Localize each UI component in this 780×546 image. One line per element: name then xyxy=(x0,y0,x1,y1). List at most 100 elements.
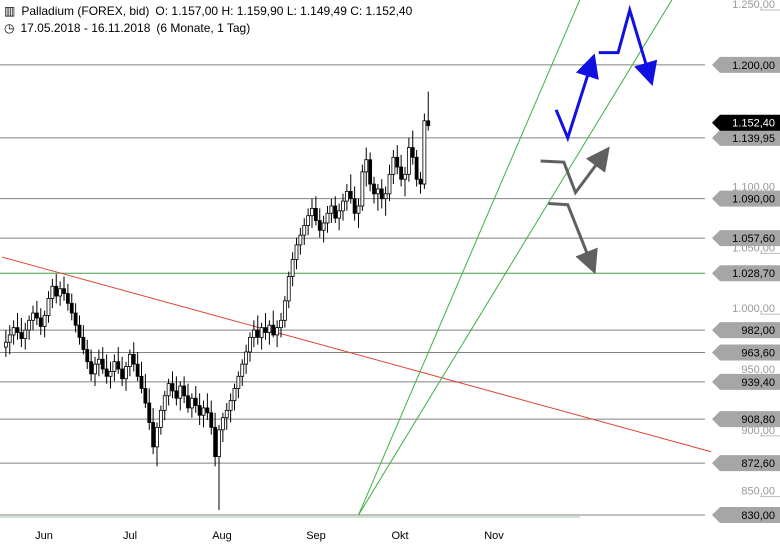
candle-body xyxy=(337,210,342,219)
candle xyxy=(186,383,190,413)
candle xyxy=(294,237,299,270)
candle-body xyxy=(236,375,241,389)
candle xyxy=(58,281,63,306)
candle xyxy=(302,218,307,245)
candle xyxy=(127,349,132,377)
candle xyxy=(414,150,419,187)
candle-body xyxy=(27,319,32,331)
candle xyxy=(321,215,326,243)
candle-body xyxy=(42,315,47,327)
candle-body xyxy=(77,324,82,338)
candle-body xyxy=(124,366,128,380)
candle-body xyxy=(104,368,109,377)
candle-body xyxy=(360,171,365,207)
candle xyxy=(275,320,280,348)
candle-body xyxy=(375,188,380,195)
level-tag: 939,40 xyxy=(712,373,780,390)
candle-body xyxy=(174,390,179,399)
candle xyxy=(282,296,287,328)
candle xyxy=(337,203,342,231)
level-tag-box xyxy=(712,265,780,282)
level-tag-box xyxy=(712,230,780,247)
level-tag-label: 908,80 xyxy=(741,414,775,426)
level-tag-label: 982,00 xyxy=(741,325,775,337)
candle xyxy=(205,393,210,421)
candle-body xyxy=(108,371,113,377)
candle-body xyxy=(19,332,24,339)
candle xyxy=(410,130,415,165)
candle xyxy=(3,330,8,357)
x-tick-label: Sep xyxy=(306,530,326,542)
candle xyxy=(147,388,152,430)
candle-body xyxy=(158,409,163,428)
candle xyxy=(104,354,109,384)
candle xyxy=(310,198,314,228)
candle xyxy=(77,315,82,345)
y-tick-label: 1.250,00 xyxy=(732,0,775,11)
candle-body xyxy=(220,417,225,431)
candle xyxy=(65,283,70,311)
candle xyxy=(155,422,159,467)
candle xyxy=(379,179,384,209)
candle-body xyxy=(112,361,117,372)
candle xyxy=(224,403,229,430)
scenario-arrow xyxy=(540,146,610,196)
candle xyxy=(244,344,249,374)
candle-body xyxy=(15,327,20,333)
candle xyxy=(27,315,32,340)
level-tag: 1.028,70 xyxy=(712,265,780,282)
candle xyxy=(7,325,12,355)
candle-body xyxy=(182,385,187,397)
candle-body xyxy=(426,120,431,127)
candle xyxy=(46,291,51,323)
candle xyxy=(399,154,404,187)
candle xyxy=(85,339,90,369)
chart-header-line-1: ▥ Palladium (FOREX, bid) O: 1.157,00 H: 1.… xyxy=(4,4,418,18)
candle-body xyxy=(352,198,357,214)
y-tick-label: 850,00 xyxy=(741,486,775,498)
candle-body xyxy=(255,329,260,338)
level-tag-box xyxy=(712,411,780,428)
chart-header-line-2: ◷ 17.05.2018 - 16.11.2018 (6 Monate, 1 Tag… xyxy=(4,21,256,35)
candle-body xyxy=(325,212,330,224)
x-tick-label: Jun xyxy=(35,530,53,542)
candle xyxy=(139,361,144,394)
candle-body xyxy=(54,285,59,297)
candle-body xyxy=(313,207,318,221)
candle xyxy=(124,361,128,391)
candle-body xyxy=(178,385,183,399)
candle xyxy=(364,147,369,187)
candle xyxy=(213,412,218,467)
candle-body xyxy=(379,188,384,200)
candle-body xyxy=(151,422,156,448)
candle xyxy=(341,193,345,221)
candle xyxy=(306,208,311,236)
candle-body xyxy=(135,363,140,377)
candle xyxy=(236,371,241,399)
candle xyxy=(54,274,59,304)
candle xyxy=(360,164,365,211)
candle xyxy=(197,393,202,425)
level-tag-label: 830,00 xyxy=(741,510,775,522)
level-tag: 908,80 xyxy=(712,411,780,428)
candle xyxy=(255,315,260,345)
candle-body xyxy=(34,312,39,319)
candle xyxy=(348,174,353,204)
level-tag-label: 1.200,00 xyxy=(732,60,775,72)
candle xyxy=(352,186,357,221)
candle xyxy=(271,310,276,338)
candle-body xyxy=(62,288,66,294)
candle xyxy=(263,313,268,340)
candle xyxy=(259,322,264,350)
y-tick-label: 950,00 xyxy=(741,364,775,376)
candle-body xyxy=(232,388,237,402)
level-tag: 1.200,00 xyxy=(712,56,780,73)
candle-body xyxy=(306,215,311,226)
candle xyxy=(31,305,35,331)
candle-body xyxy=(310,207,314,217)
x-tick-label: Okt xyxy=(391,530,408,542)
candle-body xyxy=(414,156,419,180)
candle-body xyxy=(418,178,423,185)
candle-body xyxy=(341,200,345,212)
candle-body xyxy=(364,159,369,173)
